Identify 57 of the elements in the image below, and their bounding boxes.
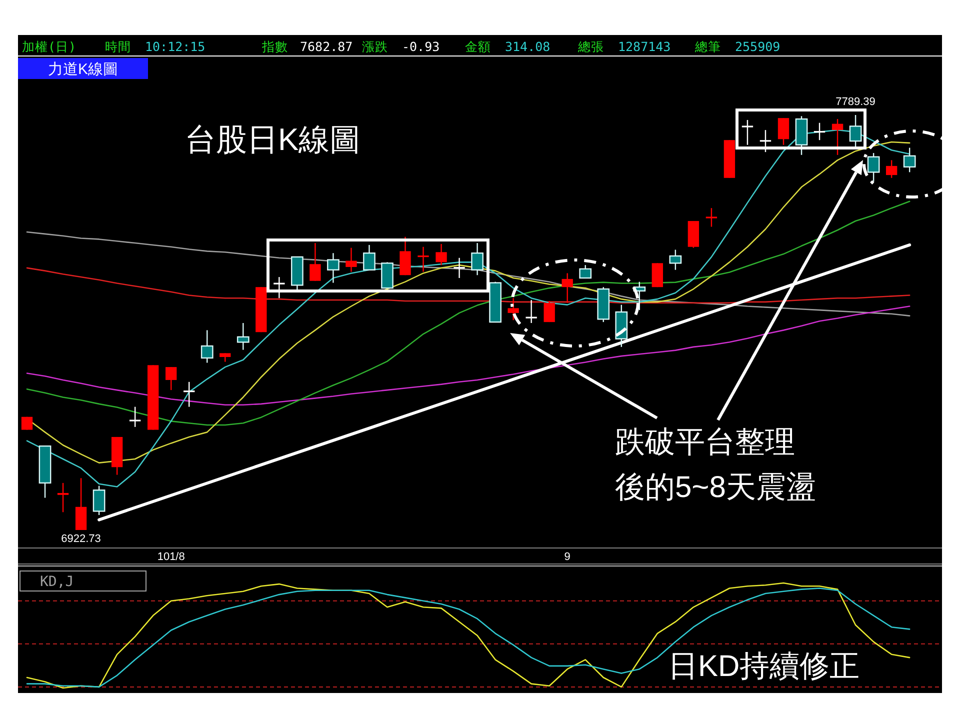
text: 10:12:15 bbox=[145, 39, 206, 54]
candlestick bbox=[832, 118, 844, 156]
candlestick bbox=[454, 257, 465, 279]
text: -0.93 bbox=[402, 39, 440, 54]
annotation: 6922.73 bbox=[61, 533, 101, 545]
candlestick bbox=[526, 299, 537, 324]
candlestick bbox=[562, 272, 573, 304]
candlestick bbox=[706, 207, 718, 228]
candlestick bbox=[849, 114, 862, 148]
text: 7682.87 bbox=[300, 39, 353, 54]
text: 漲跌 bbox=[362, 39, 388, 54]
text: 時間 bbox=[105, 39, 131, 54]
candlestick bbox=[57, 482, 69, 513]
candlestick bbox=[652, 262, 663, 288]
x-tick-label: 101/8 bbox=[157, 551, 185, 563]
candlestick bbox=[400, 236, 411, 276]
candlestick bbox=[886, 160, 898, 179]
candlestick bbox=[310, 242, 321, 282]
x-tick-label: 9 bbox=[564, 551, 570, 563]
chart-title: 台股日K線圖 bbox=[185, 122, 361, 157]
candlestick bbox=[327, 252, 340, 284]
text: 指數 bbox=[261, 39, 288, 54]
candlestick bbox=[166, 366, 177, 391]
candlestick bbox=[544, 300, 555, 323]
annotation: KD,J bbox=[40, 574, 74, 590]
candlestick bbox=[579, 264, 592, 279]
candlestick bbox=[778, 117, 790, 146]
annotation: 7789.39 bbox=[836, 96, 876, 108]
annotation: 後的5~8天震盪 bbox=[615, 471, 816, 504]
text: 1287143 bbox=[618, 39, 671, 54]
candlestick bbox=[363, 244, 376, 270]
annotation: 日KD持續修正 bbox=[668, 650, 860, 683]
candlestick bbox=[184, 381, 195, 408]
text: 314.08 bbox=[505, 39, 550, 54]
candlestick bbox=[742, 119, 754, 146]
candlestick bbox=[200, 330, 214, 364]
candlestick bbox=[75, 478, 87, 531]
candlestick bbox=[436, 243, 447, 266]
candlestick bbox=[418, 246, 429, 272]
annotation: 跌破平台整理 bbox=[615, 426, 795, 459]
text: 加權(日) bbox=[22, 39, 76, 54]
text: 255909 bbox=[735, 39, 780, 54]
candlestick bbox=[903, 147, 916, 173]
candlestick bbox=[814, 122, 826, 141]
text: 總筆 bbox=[694, 39, 721, 54]
candlestick bbox=[21, 416, 33, 430]
candlestick bbox=[236, 322, 250, 350]
candlestick bbox=[669, 249, 682, 270]
text: 金額 bbox=[465, 39, 491, 54]
candlestick bbox=[129, 406, 141, 428]
text: 力道K線圖 bbox=[48, 61, 118, 78]
candlestick bbox=[92, 485, 106, 516]
candlestick bbox=[471, 242, 484, 276]
candlestick bbox=[346, 247, 357, 272]
candlestick bbox=[867, 152, 880, 182]
candlestick bbox=[508, 298, 519, 321]
text: 總張 bbox=[577, 39, 604, 54]
